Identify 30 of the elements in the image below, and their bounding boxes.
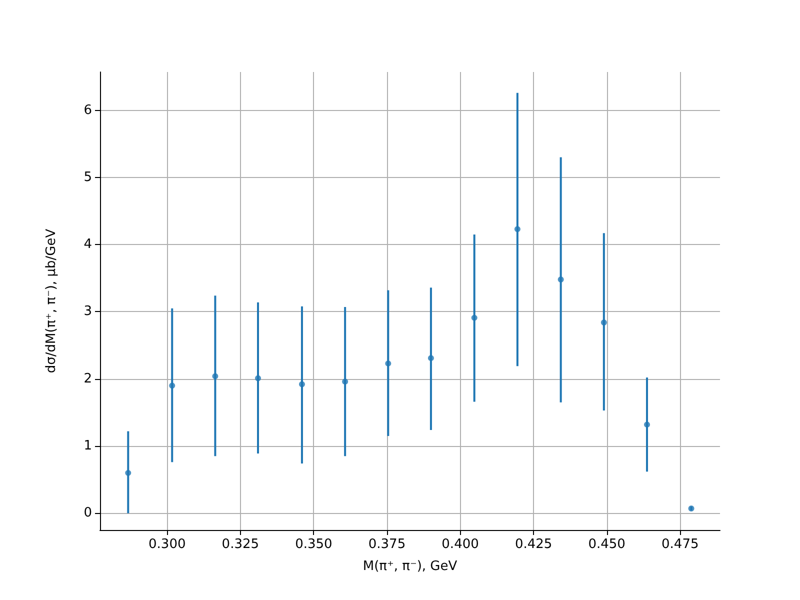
point [385, 360, 392, 366]
point [255, 375, 262, 382]
x-tick-label: 0.300 [148, 537, 186, 552]
point [644, 422, 650, 428]
point [471, 314, 478, 321]
point [212, 373, 218, 380]
point [514, 226, 520, 232]
point [558, 276, 564, 283]
point [169, 382, 176, 389]
y-tick-label: 2 [84, 371, 92, 386]
point [298, 381, 305, 388]
y-axis-title: dσ/dM(π⁺, π⁻), μb/GeV [44, 228, 59, 374]
y-tick-label: 6 [84, 102, 92, 118]
x-tick-label: 0.400 [442, 537, 479, 552]
y-tick-label: 1 [84, 438, 92, 454]
x-tick-label: 0.325 [222, 537, 260, 552]
y-tick-label: 0 [84, 506, 92, 521]
point [600, 319, 607, 326]
point [428, 355, 434, 362]
y-tick-label: 5 [84, 170, 92, 185]
x-tick-label: 0.425 [514, 537, 552, 552]
point [342, 378, 348, 385]
x-axis-title: M(π⁺, π⁻), GeV [362, 559, 458, 574]
x-tick-label: 0.450 [588, 537, 626, 552]
point [125, 470, 132, 476]
x-tick-label: 0.375 [368, 537, 406, 552]
y-tick-label: 3 [84, 304, 92, 320]
x-tick-label: 0.475 [662, 537, 699, 552]
x-tick-label: 0.350 [295, 537, 332, 552]
y-tick-label: 4 [84, 237, 92, 252]
